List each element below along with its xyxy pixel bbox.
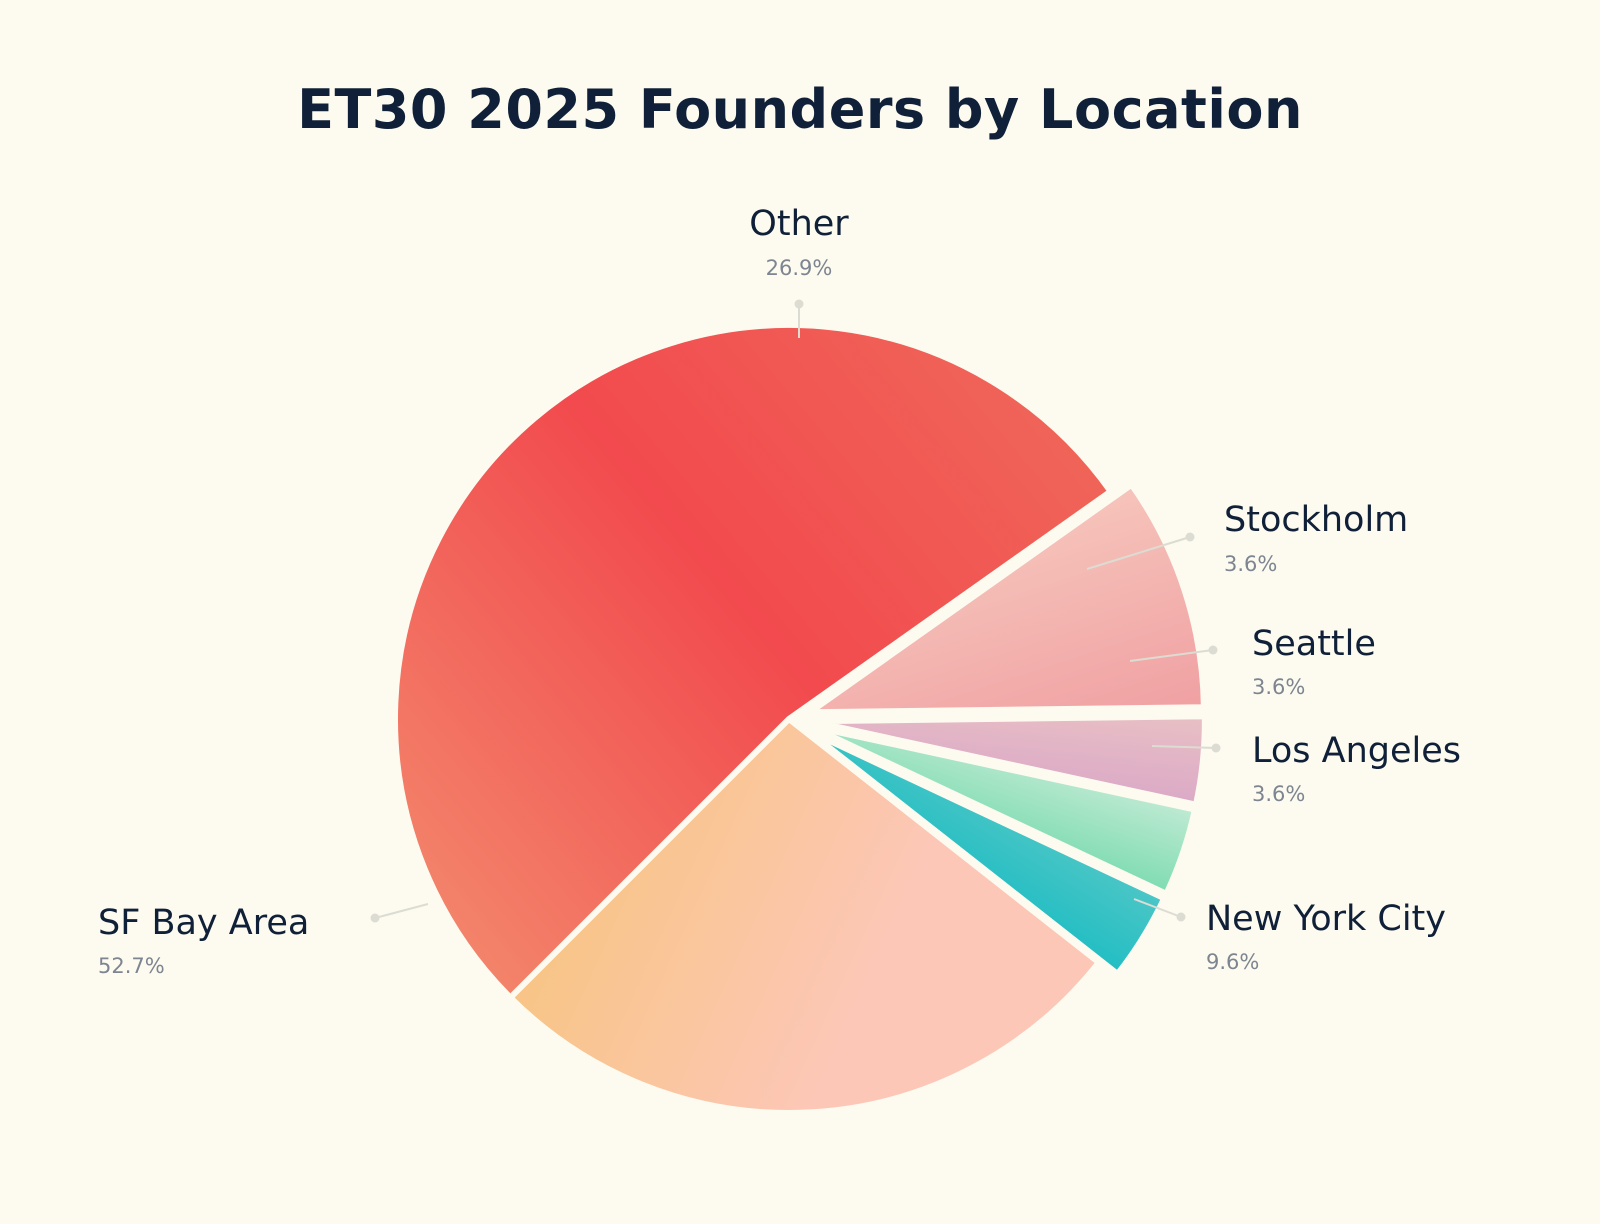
leader-dot-stockholm [1185, 532, 1195, 542]
pie-slices-group [392, 322, 1208, 1116]
leader-line-sf-bay-area [374, 903, 429, 919]
slice-label-seattle: Seattle [1252, 624, 1376, 664]
pie-slice-los-angeles[interactable] [807, 713, 1208, 808]
chart-title: ET30 2025 Founders by Location [297, 78, 1303, 141]
slice-percent-new-york-city: 9.6% [1206, 950, 1259, 974]
leader-line-los-angeles [1151, 745, 1217, 749]
slice-percent-sf-bay-area: 52.7% [98, 954, 165, 978]
pie-slice-stockholm[interactable] [804, 727, 1168, 977]
slice-percent-stockholm: 3.6% [1224, 552, 1277, 576]
pie-slice-seattle[interactable] [806, 723, 1198, 897]
slice-percent-seattle: 3.6% [1252, 675, 1305, 699]
leader-dot-new-york-city [1176, 912, 1186, 922]
leader-dot-los-angeles [1211, 743, 1221, 753]
pie-slice-sf-bay-area[interactable] [392, 322, 1114, 1001]
leader-dot-sf-bay-area [370, 913, 380, 923]
leader-dot-other [794, 299, 804, 309]
leader-line-seattle [1129, 649, 1214, 662]
slice-label-new-york-city: New York City [1206, 899, 1446, 939]
slice-label-other: Other [749, 204, 849, 244]
pie-slice-new-york-city[interactable] [806, 481, 1207, 716]
slice-percent-los-angeles: 3.6% [1252, 782, 1305, 806]
slice-labels-group: SF Bay Area 52.7% New York City 9.6% Los Ang… [98, 204, 1461, 978]
pie-slice-other[interactable] [507, 716, 1102, 1116]
leader-line-new-york-city [1133, 898, 1182, 918]
slice-percent-other: 26.9% [766, 256, 833, 280]
leader-lines-group [370, 299, 1221, 923]
slice-label-los-angeles: Los Angeles [1252, 731, 1461, 771]
slice-label-sf-bay-area: SF Bay Area [98, 903, 309, 943]
slice-label-stockholm: Stockholm [1224, 500, 1408, 540]
leader-line-stockholm [1086, 536, 1191, 570]
leader-dot-seattle [1208, 645, 1218, 655]
